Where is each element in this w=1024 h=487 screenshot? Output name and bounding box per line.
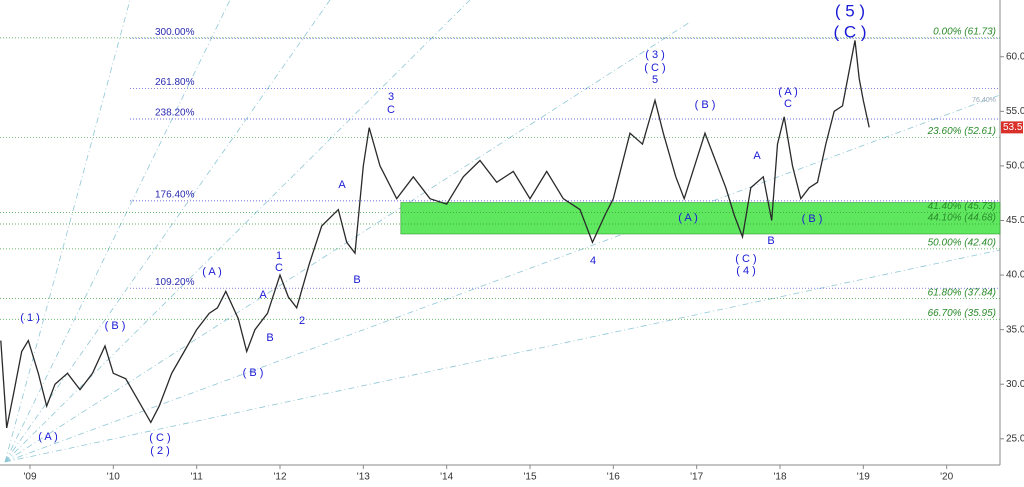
wave-label: ( 5 ) [835,1,865,20]
y-tick-label: 50.00 [1006,161,1024,172]
extension-label: 261.80% [155,77,195,88]
x-tick-label: '13 [357,472,370,483]
wave-label: 76.40% [972,97,996,104]
wave-label: ( A ) [202,266,222,278]
wave-label: ( A ) [778,86,798,98]
x-tick-label: '17 [690,472,703,483]
wave-label: ( 1 ) [20,312,40,324]
x-tick-label: '10 [107,472,120,483]
wave-label: A [259,289,267,301]
y-tick-label: 30.00 [1006,379,1024,390]
wave-label: A [753,150,761,162]
y-tick-label: 55.00 [1006,106,1024,117]
fib-label: 44.10% (44.68) [928,213,996,224]
support-zone [400,202,1001,235]
x-tick-label: '14 [440,472,453,483]
fib-label: 23.60% (52.61) [927,126,996,137]
price-line [0,40,870,429]
x-tick-label: '15 [523,472,536,483]
wave-label: ( B ) [695,99,716,111]
wave-label: ( 4 ) [736,265,756,277]
wave-label: ( 2 ) [150,445,170,457]
fib-label: 50.00% (42.40) [928,238,996,249]
y-tick-label: 25.00 [1006,433,1024,444]
wave-label: ( C ) [833,22,866,41]
last-price-box [1001,121,1023,134]
wave-label: C [275,262,283,274]
wave-label: 5 [652,74,658,86]
wave-label: C [387,104,395,116]
wave-label: B [767,235,774,247]
x-tick-label: '11 [191,472,204,483]
extension-label: 176.40% [155,189,195,200]
wave-label: ( C ) [735,253,756,265]
extension-label: 300.00% [155,27,195,38]
wave-label: 4 [590,255,596,267]
wave-label: C [784,98,792,110]
wave-label: 2 [299,315,305,327]
wave-label: A [338,179,346,191]
wave-label: ( B ) [802,213,823,225]
wave-label: ( 3 ) [645,49,665,61]
y-tick-label: 40.00 [1006,270,1024,281]
x-tick-label: '12 [273,472,286,483]
fib-label: 61.80% (37.84) [928,287,996,298]
y-tick-label: 45.00 [1006,215,1024,226]
fan-lines [4,0,1001,463]
fib-label: 41.40% (45.73) [928,201,996,212]
wave-label: B [353,274,360,286]
y-tick-label: 60.00 [1006,51,1024,62]
y-tick-label: 35.00 [1006,324,1024,335]
wave-label: ( A ) [678,212,698,224]
x-tick-label: '09 [23,472,36,483]
wave-label: ( B ) [105,320,126,332]
x-tick-label: '16 [607,472,620,483]
wave-label: 1 [276,250,282,262]
x-tick-label: '19 [857,472,870,483]
extension-label: 109.20% [155,277,195,288]
wave-label: ( A ) [38,431,58,443]
wave-label: ( C ) [644,62,665,74]
wave-label: 3 [388,91,394,103]
fib-label: 66.70% (35.95) [928,308,996,319]
extension-label: 238.20% [155,108,195,119]
wave-label: ( C ) [149,432,170,444]
fib-label: 0.00% (61.73) [933,27,996,38]
wave-label: ( B ) [243,367,264,379]
x-tick-label: '18 [773,472,786,483]
x-tick-label: '20 [940,472,953,483]
last-price-label: 53.53 [1003,122,1024,133]
wave-label: B [266,332,273,344]
